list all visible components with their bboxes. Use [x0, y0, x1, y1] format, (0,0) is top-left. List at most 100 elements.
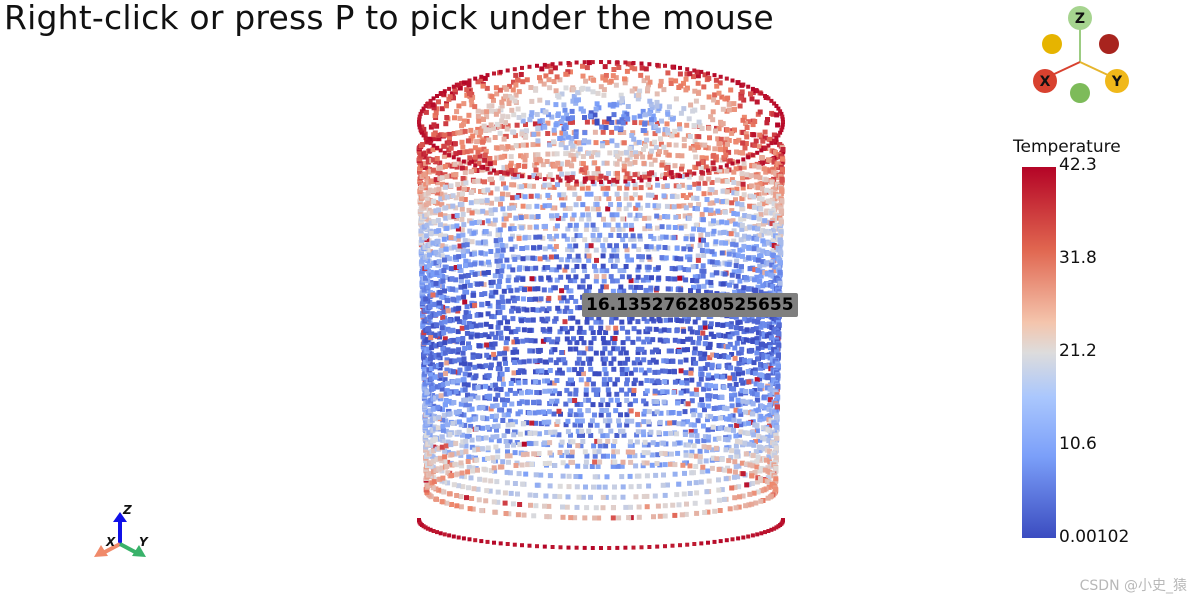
point [614, 257, 620, 263]
point [481, 456, 487, 462]
point [734, 258, 740, 264]
point [590, 206, 596, 212]
point [660, 389, 666, 395]
point [561, 357, 567, 363]
point [638, 120, 644, 126]
point [512, 168, 518, 173]
point [436, 165, 442, 171]
point [657, 149, 662, 155]
point [651, 236, 657, 242]
point [723, 476, 729, 482]
point [728, 454, 734, 460]
point [514, 349, 520, 355]
point [608, 274, 614, 280]
point [760, 201, 766, 207]
point [732, 127, 737, 133]
point [517, 442, 523, 448]
point [637, 233, 643, 239]
point [708, 290, 713, 296]
point [546, 295, 552, 301]
point [508, 226, 514, 232]
point [628, 459, 634, 465]
point [743, 275, 749, 281]
point [428, 220, 434, 226]
point [498, 330, 504, 336]
point [660, 368, 666, 374]
point [540, 338, 546, 344]
point [553, 360, 559, 366]
point [457, 264, 462, 270]
point [535, 152, 541, 158]
point [644, 504, 650, 510]
point [428, 168, 434, 174]
point [537, 347, 543, 353]
point [768, 443, 774, 449]
point [470, 133, 476, 139]
point [746, 317, 752, 323]
point [746, 244, 752, 250]
point [775, 373, 781, 379]
point [545, 265, 551, 270]
point [511, 370, 517, 376]
point [433, 353, 439, 359]
point [739, 460, 745, 466]
point [688, 243, 694, 249]
point [472, 364, 478, 370]
point [502, 350, 507, 356]
point [533, 369, 538, 375]
point [500, 113, 506, 119]
point [624, 185, 630, 191]
point [756, 216, 762, 222]
point [499, 196, 505, 202]
point [571, 212, 577, 218]
point [565, 159, 571, 165]
point [489, 341, 495, 347]
point [429, 417, 435, 423]
point [500, 397, 505, 403]
point [523, 471, 529, 477]
point [573, 298, 579, 304]
point [650, 440, 656, 446]
point [671, 235, 677, 241]
point [706, 444, 712, 450]
point [665, 276, 671, 282]
point [603, 175, 609, 181]
point [439, 202, 445, 208]
point [593, 278, 599, 284]
point [750, 122, 756, 128]
point [551, 151, 557, 157]
point [574, 264, 580, 269]
point [674, 194, 680, 200]
point [642, 370, 648, 376]
point [700, 227, 706, 233]
point [537, 118, 543, 124]
point [685, 419, 690, 425]
point [596, 371, 602, 377]
point [754, 392, 760, 398]
point [636, 514, 642, 520]
point [710, 424, 716, 430]
point [581, 340, 587, 346]
point [616, 226, 622, 232]
point [627, 212, 633, 218]
point [770, 273, 776, 279]
point [601, 360, 607, 366]
point [754, 428, 760, 434]
point [514, 174, 520, 180]
point [697, 243, 703, 248]
point [535, 214, 541, 219]
point [559, 453, 565, 458]
point [603, 330, 609, 335]
point [659, 255, 665, 261]
point [671, 204, 677, 210]
point [631, 360, 637, 366]
point-cloud[interactable] [416, 60, 786, 550]
point [644, 318, 650, 324]
point [724, 168, 730, 174]
point [434, 270, 440, 276]
point [553, 102, 559, 108]
point [433, 249, 439, 255]
point [592, 474, 598, 480]
point [441, 412, 447, 418]
